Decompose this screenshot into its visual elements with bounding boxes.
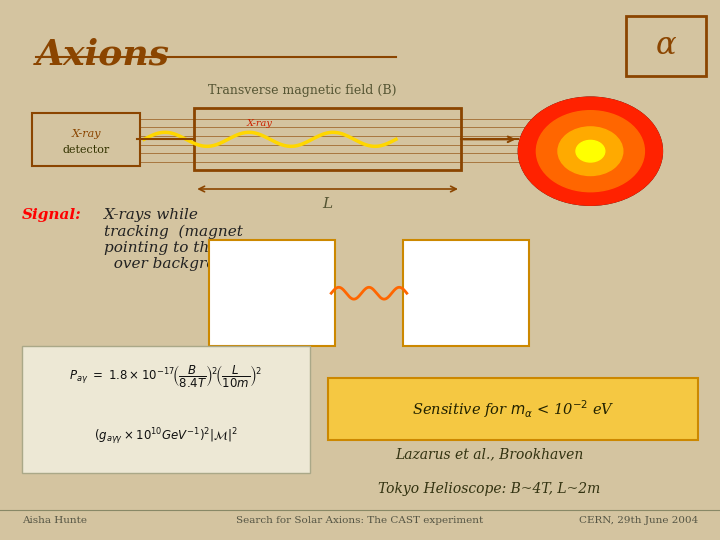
Circle shape xyxy=(518,97,662,205)
Text: X-ray: X-ray xyxy=(246,119,272,128)
Circle shape xyxy=(536,111,644,192)
Text: X-rays while
tracking  (magnet
pointing to the Sun)
  over background: X-rays while tracking (magnet pointing t… xyxy=(104,208,260,272)
FancyBboxPatch shape xyxy=(403,240,529,346)
FancyBboxPatch shape xyxy=(32,113,140,166)
Text: Tokyo Helioscope: B~4T, L~2m: Tokyo Helioscope: B~4T, L~2m xyxy=(379,482,600,496)
Circle shape xyxy=(518,97,662,205)
FancyBboxPatch shape xyxy=(22,346,310,472)
Text: CERN, 29th June 2004: CERN, 29th June 2004 xyxy=(579,516,698,525)
FancyBboxPatch shape xyxy=(626,16,706,76)
Text: Aisha Hunte: Aisha Hunte xyxy=(22,516,86,525)
Text: X-ray: X-ray xyxy=(72,129,101,139)
Text: $P_{a\gamma}\ =\ 1.8\times10^{-17}\!\left(\dfrac{B}{8.4T}\right)^{\!2}\!\left(\d: $P_{a\gamma}\ =\ 1.8\times10^{-17}\!\lef… xyxy=(69,363,262,389)
FancyBboxPatch shape xyxy=(328,378,698,440)
Text: α: α xyxy=(656,30,676,62)
Text: L: L xyxy=(323,197,333,211)
FancyBboxPatch shape xyxy=(209,240,335,346)
Text: Signal:: Signal: xyxy=(22,208,81,222)
Bar xyxy=(194,108,461,170)
Circle shape xyxy=(576,140,605,162)
Text: Axions: Axions xyxy=(36,38,170,72)
Text: detector: detector xyxy=(63,145,110,155)
Text: Transverse magnetic field (B): Transverse magnetic field (B) xyxy=(208,84,397,97)
Text: Sensitive for $m_{\alpha}$ < 10$^{-2}$ eV: Sensitive for $m_{\alpha}$ < 10$^{-2}$ e… xyxy=(412,398,615,420)
Text: Search for Solar Axions: The CAST experiment: Search for Solar Axions: The CAST experi… xyxy=(236,516,484,525)
Text: Lazarus et al., Brookhaven: Lazarus et al., Brookhaven xyxy=(395,447,584,461)
Text: $(g_{a\gamma\gamma}\times10^{10}GeV^{-1})^2|\mathcal{M}|^2$: $(g_{a\gamma\gamma}\times10^{10}GeV^{-1}… xyxy=(94,427,238,447)
Circle shape xyxy=(558,127,623,176)
